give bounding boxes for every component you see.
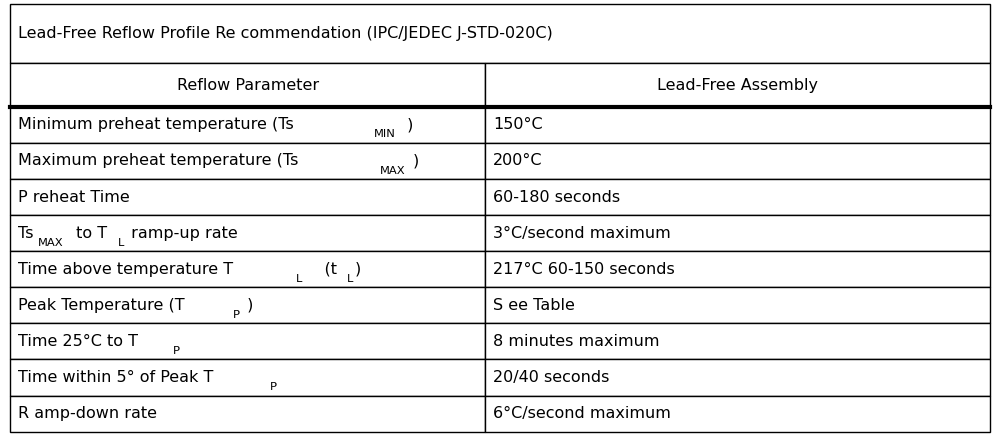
Bar xyxy=(485,107,990,143)
Bar xyxy=(10,63,485,107)
Bar xyxy=(10,179,485,215)
Text: 6°C/second maximum: 6°C/second maximum xyxy=(493,406,671,421)
Text: Time within 5° of Peak T: Time within 5° of Peak T xyxy=(18,370,213,385)
Bar xyxy=(10,4,990,63)
Text: Ts: Ts xyxy=(18,226,34,241)
Text: 60-180 seconds: 60-180 seconds xyxy=(493,190,620,204)
Text: P: P xyxy=(270,382,277,392)
Text: Time above temperature T: Time above temperature T xyxy=(18,262,233,277)
Bar xyxy=(10,324,485,359)
Text: ): ) xyxy=(413,153,419,168)
Text: P: P xyxy=(173,346,180,356)
Text: 217°C 60-150 seconds: 217°C 60-150 seconds xyxy=(493,262,675,277)
Bar xyxy=(485,324,990,359)
Text: MIN: MIN xyxy=(374,129,396,140)
Text: 150°C: 150°C xyxy=(493,117,543,133)
Text: ): ) xyxy=(242,298,253,313)
Text: MAX: MAX xyxy=(38,238,64,248)
Text: P: P xyxy=(233,310,240,320)
Text: 8 minutes maximum: 8 minutes maximum xyxy=(493,334,660,349)
Bar xyxy=(485,395,990,432)
Text: L: L xyxy=(346,274,353,284)
Text: ): ) xyxy=(402,117,413,133)
Bar xyxy=(485,359,990,395)
Text: 20/40 seconds: 20/40 seconds xyxy=(493,370,610,385)
Bar xyxy=(10,215,485,251)
Bar xyxy=(485,287,990,324)
Text: S ee Table: S ee Table xyxy=(493,298,575,313)
Bar xyxy=(10,107,485,143)
Text: Minimum preheat temperature (Ts: Minimum preheat temperature (Ts xyxy=(18,117,294,133)
Text: P reheat Time: P reheat Time xyxy=(18,190,130,204)
Text: (t: (t xyxy=(304,262,337,277)
Bar xyxy=(485,215,990,251)
Text: Time 25°C to T: Time 25°C to T xyxy=(18,334,138,349)
Text: to T: to T xyxy=(71,226,107,241)
Bar xyxy=(485,179,990,215)
Bar xyxy=(10,395,485,432)
Text: Lead-Free Reflow Profile Re commendation (IPC/JEDEC J-STD-020C): Lead-Free Reflow Profile Re commendation… xyxy=(18,26,553,41)
Bar xyxy=(10,143,485,179)
Bar xyxy=(485,143,990,179)
Bar xyxy=(485,63,990,107)
Text: Peak Temperature (T: Peak Temperature (T xyxy=(18,298,185,313)
Text: L: L xyxy=(118,238,124,248)
Text: Lead-Free Assembly: Lead-Free Assembly xyxy=(657,78,818,92)
Text: Reflow Parameter: Reflow Parameter xyxy=(177,78,319,92)
Text: ): ) xyxy=(355,262,361,277)
Text: MAX: MAX xyxy=(380,166,405,176)
Bar xyxy=(10,287,485,324)
Text: L: L xyxy=(296,274,302,284)
Text: ramp-up rate: ramp-up rate xyxy=(126,226,238,241)
Text: Maximum preheat temperature (Ts: Maximum preheat temperature (Ts xyxy=(18,153,298,168)
Text: 3°C/second maximum: 3°C/second maximum xyxy=(493,226,671,241)
Bar xyxy=(10,251,485,287)
Text: 200°C: 200°C xyxy=(493,153,543,168)
Bar xyxy=(485,251,990,287)
Bar xyxy=(10,359,485,395)
Text: R amp-down rate: R amp-down rate xyxy=(18,406,157,421)
